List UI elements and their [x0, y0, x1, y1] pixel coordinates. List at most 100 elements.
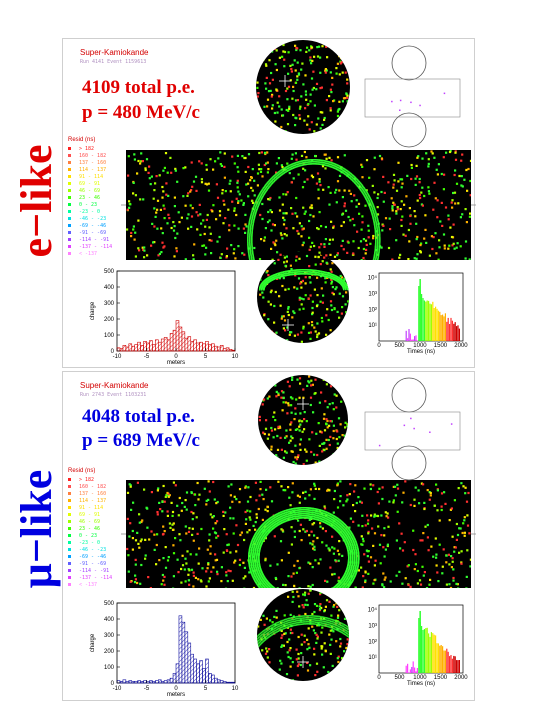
- pmt-hit: [442, 188, 445, 191]
- ring-hit: [249, 238, 251, 240]
- pmt-hit: [321, 541, 324, 544]
- legend-entry: -23 - 0: [68, 209, 100, 217]
- charge-bar: [228, 349, 233, 352]
- pmt-hit: [310, 321, 314, 324]
- legend-swatch: [68, 576, 71, 579]
- ring-hit: [249, 239, 251, 241]
- pmt-hit: [428, 254, 431, 257]
- pmt-hit: [367, 229, 370, 232]
- pmt-hit: [266, 437, 269, 440]
- ring-hit: [355, 298, 357, 300]
- ring-hit: [360, 295, 362, 297]
- pmt-hit: [319, 263, 322, 266]
- pmt-hit: [321, 260, 324, 263]
- charge-bar: [196, 342, 200, 352]
- legend-entry: -114 - -91: [68, 237, 109, 245]
- ring-hit: [249, 244, 251, 246]
- pmt-hit: [271, 78, 274, 81]
- pmt-hit: [425, 152, 428, 155]
- ring-hit: [375, 267, 377, 269]
- pmt-hit: [451, 206, 454, 209]
- ring-hit: [331, 591, 333, 593]
- ring-hit: [346, 587, 349, 588]
- pmt-hit: [252, 586, 256, 588]
- pmt-hit: [337, 263, 340, 266]
- pmt-hit: [456, 583, 459, 586]
- pmt-hit: [304, 169, 307, 172]
- pmt-hit: [383, 527, 386, 530]
- pmt-hit: [229, 494, 232, 497]
- pmt-hit: [286, 412, 289, 415]
- ring-hit: [353, 303, 355, 305]
- pmt-hit: [264, 537, 267, 540]
- ring-hit: [255, 277, 257, 279]
- ring-hit: [249, 226, 252, 229]
- pmt-hit: [343, 205, 346, 208]
- ring-hit: [377, 240, 379, 242]
- pmt-hit: [304, 90, 307, 93]
- pmt-hit: [291, 482, 294, 485]
- pmt-hit: [258, 419, 261, 422]
- ring-hit: [362, 290, 364, 292]
- pmt-hit: [260, 151, 263, 154]
- pmt-hit: [264, 122, 267, 125]
- ring-hit: [377, 254, 380, 257]
- pmt-hit: [317, 197, 320, 200]
- pmt-hit: [130, 235, 133, 238]
- pmt-hit: [290, 450, 293, 453]
- pmt-hit: [409, 585, 412, 588]
- pmt-hit: [297, 173, 300, 176]
- pmt-hit: [259, 488, 262, 491]
- pmt-hit: [180, 509, 183, 512]
- pmt-hit: [286, 326, 289, 329]
- ring-hit: [252, 214, 254, 217]
- pmt-hit: [282, 456, 285, 459]
- pmt-hit: [300, 331, 303, 334]
- ring-hit: [249, 233, 251, 236]
- ring-hit: [340, 591, 342, 593]
- pmt-hit: [254, 528, 257, 531]
- pmt-hit: [328, 549, 331, 552]
- pmt-hit: [264, 427, 268, 430]
- pmt-hit: [259, 108, 262, 111]
- ring-hit: [358, 297, 360, 299]
- pmt-hit: [342, 97, 346, 100]
- pmt-hit: [293, 418, 296, 421]
- pmt-hit: [189, 553, 192, 556]
- pmt-hit: [289, 504, 292, 507]
- pmt-hit: [350, 200, 353, 203]
- pmt-hit: [330, 278, 333, 281]
- pmt-hit: [214, 559, 217, 562]
- pmt-hit: [261, 493, 264, 496]
- legend-entry: 160 - 182: [68, 484, 106, 492]
- pmt-hit: [279, 436, 282, 439]
- ring-hit: [254, 208, 256, 210]
- ring-hit: [298, 161, 300, 163]
- ring-hit: [349, 304, 351, 306]
- pmt-hit: [429, 494, 432, 497]
- pmt-hit: [265, 488, 268, 491]
- pmt-hit: [156, 511, 159, 514]
- pmt-hit: [223, 152, 226, 155]
- ring-hit: [247, 231, 249, 234]
- ring-hit: [343, 591, 345, 593]
- pmt-hit: [308, 375, 311, 378]
- pmt-hit: [204, 225, 207, 228]
- pmt-hit: [313, 55, 316, 58]
- pmt-hit: [367, 572, 370, 575]
- pmt-hit: [394, 494, 397, 497]
- time-bar: [429, 303, 431, 341]
- ring-hit: [371, 213, 373, 216]
- pmt-hit: [302, 463, 305, 465]
- pmt-hit: [191, 533, 194, 536]
- y-tick-label: 10¹: [368, 323, 377, 329]
- pmt-hit: [323, 116, 326, 120]
- ring-hit: [249, 228, 252, 231]
- ring-hit: [375, 212, 377, 214]
- ring-hit: [336, 594, 338, 596]
- ring-hit: [310, 161, 313, 163]
- pmt-hit: [452, 576, 455, 580]
- pmt-hit: [319, 522, 322, 525]
- pmt-hit: [278, 105, 281, 108]
- pmt-hit: [254, 521, 257, 524]
